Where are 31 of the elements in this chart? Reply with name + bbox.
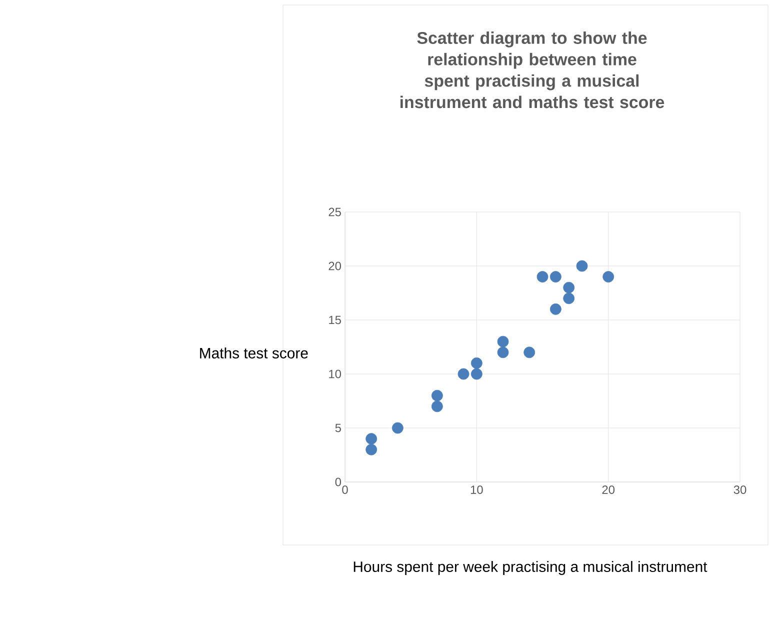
point — [563, 282, 575, 294]
point — [366, 433, 378, 444]
point — [431, 400, 443, 412]
point — [458, 368, 470, 380]
x-tick-label: 10 — [470, 486, 483, 494]
point — [366, 444, 378, 456]
y-tick-label: 5 — [335, 424, 341, 432]
point — [431, 390, 443, 402]
point — [497, 346, 509, 358]
point — [536, 271, 548, 282]
point — [470, 357, 482, 369]
point — [550, 303, 562, 315]
y-tick-label: 15 — [329, 316, 341, 324]
x-tick-label: 20 — [602, 486, 615, 494]
point — [563, 292, 575, 304]
point — [470, 368, 482, 380]
y-tick-label: 20 — [328, 262, 342, 270]
point — [524, 346, 536, 358]
y-tick-label: 10 — [329, 370, 342, 378]
x-tick-label: 30 — [734, 486, 746, 494]
point — [392, 422, 404, 434]
x-axis-title: Hours spent per week practising a musical instrument — [354, 561, 708, 575]
point — [576, 260, 588, 272]
x-tick-label: 0 — [342, 486, 348, 494]
y-axis-title: Maths test score — [200, 348, 308, 358]
point — [602, 271, 614, 282]
chart-title: Scatter diagram to show the relationship between time spent practising a musical instrument and maths test score — [400, 32, 664, 108]
point — [550, 271, 562, 282]
y-tick-label: 0 — [335, 478, 342, 486]
y-tick-label: 25 — [328, 208, 341, 216]
point — [497, 336, 509, 348]
